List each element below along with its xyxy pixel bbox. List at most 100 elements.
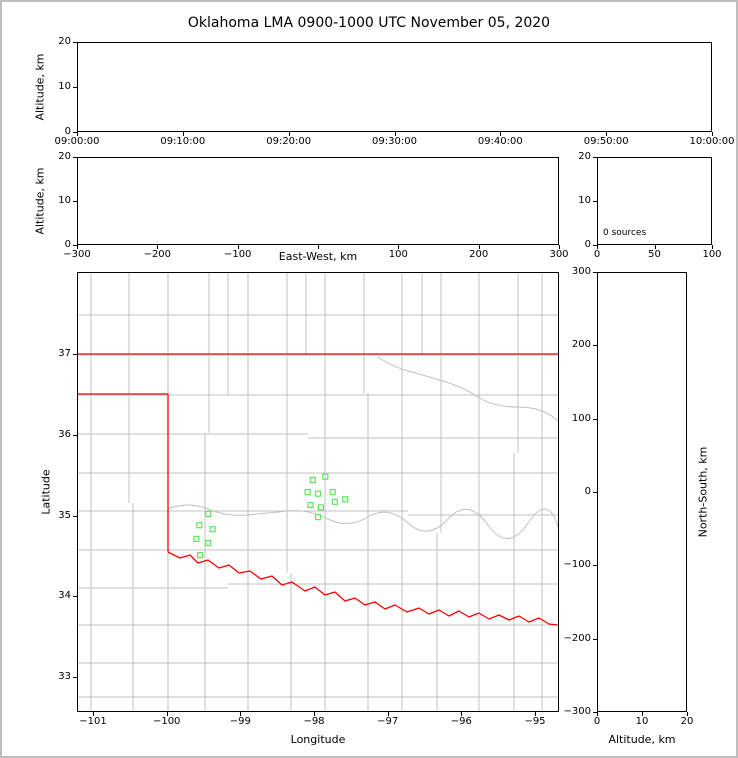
axis-tick xyxy=(461,712,463,716)
axis-tick xyxy=(73,245,77,246)
ew-height-panel xyxy=(77,157,559,245)
axis-tick xyxy=(240,712,242,716)
axis-tick xyxy=(314,712,315,716)
lma-stations xyxy=(193,473,349,559)
axis-tick xyxy=(654,245,656,249)
tick-label: 09:20:00 xyxy=(266,136,312,147)
axis-tick xyxy=(593,638,597,640)
axis-tick xyxy=(593,272,597,273)
axis-tick xyxy=(73,42,77,43)
axis-tick xyxy=(593,201,597,202)
tick-label: 33 xyxy=(58,671,71,682)
tick-label: −100 xyxy=(563,559,591,571)
tick-label: 20 xyxy=(58,36,71,47)
axis-tick xyxy=(712,245,713,249)
tick-label: 20 xyxy=(58,151,71,162)
county-line xyxy=(90,273,543,711)
tick-label: 0 xyxy=(593,716,601,727)
tick-label: 100 xyxy=(571,412,591,424)
tick-label: 100 xyxy=(702,249,722,260)
axis-tick xyxy=(73,677,77,678)
axis-tick xyxy=(398,245,400,249)
county-line xyxy=(78,314,558,698)
axis-tick xyxy=(642,712,643,716)
source-count-annotation: 0 sources xyxy=(603,228,647,238)
tick-label: 300 xyxy=(549,249,569,260)
axis-tick xyxy=(593,565,597,567)
axis-tick xyxy=(593,245,597,246)
river-line xyxy=(377,356,558,422)
axis-tick xyxy=(478,245,480,249)
oklahoma-border xyxy=(78,353,558,552)
tick-label: 10 xyxy=(58,195,71,206)
tick-label: −100 xyxy=(152,716,181,727)
lma-station-marker xyxy=(193,535,200,542)
tick-label: 200 xyxy=(469,249,489,260)
red-river-border xyxy=(167,551,558,626)
tick-label: 35 xyxy=(58,509,71,521)
ew-height-xlabel: East-West, km xyxy=(278,250,358,263)
lma-station-marker xyxy=(309,476,316,484)
county-line xyxy=(78,433,558,589)
tick-label: 300 xyxy=(571,266,591,277)
tick-label: 09:10:00 xyxy=(160,136,206,147)
axis-tick xyxy=(559,245,560,249)
tick-label: −300 xyxy=(63,249,91,260)
axis-tick xyxy=(387,712,389,716)
ns-height-panel xyxy=(597,272,687,712)
lma-station-marker xyxy=(329,489,336,496)
axis-tick xyxy=(182,132,184,136)
map-panel xyxy=(77,272,559,712)
tick-label: −99 xyxy=(229,716,251,727)
axis-tick xyxy=(73,354,77,355)
tick-label: 34 xyxy=(58,590,71,602)
tick-label: 09:50:00 xyxy=(583,136,629,147)
axis-tick xyxy=(593,712,597,713)
map-ylabel: Latitude xyxy=(39,469,53,515)
ns-height-xlabel: Altitude, km xyxy=(608,733,676,746)
lma-station-marker xyxy=(196,552,204,559)
axis-tick xyxy=(73,132,77,133)
tick-label: 0 xyxy=(584,239,591,250)
tick-label: −200 xyxy=(563,632,591,644)
county-line xyxy=(128,273,519,711)
ns-height-ylabel: North-South, km xyxy=(696,446,710,538)
tick-label: −96 xyxy=(450,716,472,727)
time-height-panel xyxy=(77,42,712,132)
axis-tick xyxy=(593,345,597,347)
map-plot xyxy=(78,273,558,711)
tick-label: 0 xyxy=(64,239,71,250)
tick-label: 09:30:00 xyxy=(372,136,417,147)
lma-station-marker xyxy=(205,539,212,547)
axis-tick xyxy=(593,157,597,158)
axis-tick xyxy=(73,434,77,436)
axis-tick xyxy=(73,87,77,88)
tick-label: 37 xyxy=(58,348,71,359)
axis-tick xyxy=(73,596,77,598)
lma-station-marker xyxy=(196,522,203,529)
lma-station-marker xyxy=(342,496,349,503)
tick-label: 100 xyxy=(388,249,408,260)
axis-tick xyxy=(593,418,597,420)
tick-label: −100 xyxy=(223,249,252,260)
tick-label: 36 xyxy=(58,428,71,440)
tick-label: −95 xyxy=(524,716,546,727)
axis-tick xyxy=(687,712,688,716)
axis-tick xyxy=(318,245,319,249)
axis-tick xyxy=(73,515,77,517)
axis-tick xyxy=(237,245,239,249)
tick-label: −98 xyxy=(303,716,325,727)
lma-station-marker xyxy=(331,498,338,505)
axis-tick xyxy=(394,132,396,136)
axis-tick xyxy=(93,712,94,716)
lma-station-marker xyxy=(322,473,329,480)
tick-label: 200 xyxy=(571,339,591,351)
figure-title: Oklahoma LMA 0900-1000 UTC November 05, … xyxy=(187,15,551,31)
axis-tick xyxy=(166,712,168,716)
tick-label: 20 xyxy=(578,151,591,162)
axis-tick xyxy=(593,492,597,493)
tick-label: 0 xyxy=(584,486,591,497)
lma-station-marker xyxy=(304,489,311,496)
tick-label: 10 xyxy=(58,81,71,92)
lma-station-marker xyxy=(205,510,212,517)
